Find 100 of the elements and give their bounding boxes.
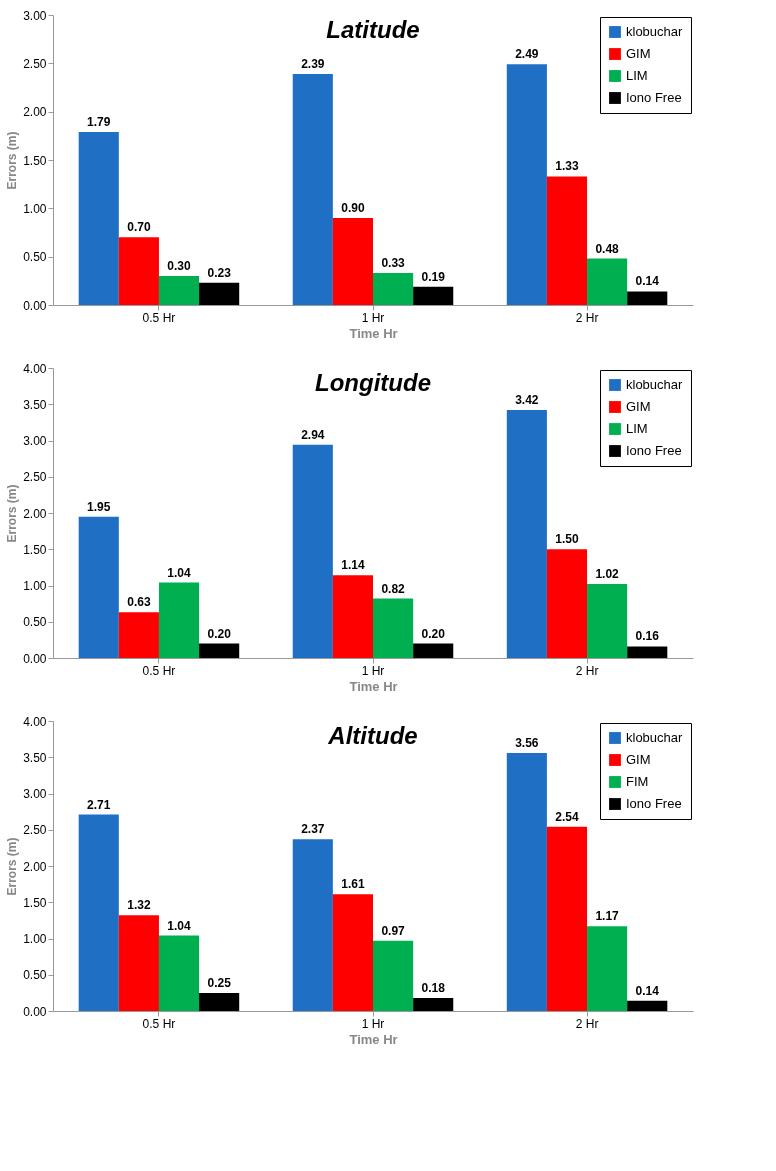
data-label: 2.54 bbox=[555, 809, 579, 824]
data-label: 1.32 bbox=[127, 898, 151, 913]
data-label: 0.16 bbox=[635, 629, 660, 644]
y-tick-label: 4.00 bbox=[23, 714, 47, 729]
data-label: 2.39 bbox=[301, 56, 325, 71]
y-tick-label: 3.50 bbox=[23, 750, 47, 765]
bar bbox=[332, 218, 373, 305]
data-label: 0.23 bbox=[207, 265, 232, 280]
y-tick-label: 1.50 bbox=[23, 895, 47, 910]
data-label: 1.04 bbox=[167, 565, 192, 580]
x-tick-label: 0.5 Hr bbox=[142, 310, 176, 325]
legend-label: Iono Free bbox=[626, 90, 682, 105]
data-label: 0.70 bbox=[127, 220, 151, 235]
data-label: 2.37 bbox=[301, 822, 325, 837]
bar bbox=[413, 286, 454, 305]
bar bbox=[78, 131, 119, 305]
bar bbox=[332, 575, 373, 658]
chart-title: Latitude bbox=[326, 16, 420, 43]
data-label: 0.14 bbox=[635, 983, 660, 998]
y-tick-label: 0.50 bbox=[23, 968, 47, 983]
y-tick-label: 3.00 bbox=[23, 434, 47, 448]
data-label: 0.33 bbox=[381, 256, 406, 271]
legend-label: LIM bbox=[626, 421, 648, 436]
y-tick-label: 0.00 bbox=[23, 1004, 47, 1019]
bar bbox=[292, 839, 333, 1011]
data-label: 1.79 bbox=[87, 114, 111, 129]
bar bbox=[546, 176, 588, 305]
x-axis-title: Time Hr bbox=[349, 1031, 398, 1047]
bar bbox=[158, 935, 200, 1011]
y-axis-title: Errors (m) bbox=[5, 484, 20, 543]
legend-label: GIM bbox=[626, 46, 651, 61]
data-label: 1.14 bbox=[341, 558, 365, 573]
x-tick-label: 2 Hr bbox=[575, 1016, 599, 1031]
y-tick-label: 0.50 bbox=[23, 615, 47, 630]
y-tick-label: 1.50 bbox=[23, 153, 47, 168]
bar bbox=[546, 826, 588, 1011]
data-label: 1.02 bbox=[595, 567, 620, 582]
x-tick-label: 0.5 Hr bbox=[142, 663, 176, 678]
bar bbox=[78, 814, 119, 1011]
bar bbox=[292, 73, 333, 305]
legend-label: klobuchar bbox=[626, 377, 684, 392]
data-label: 0.30 bbox=[167, 259, 192, 273]
y-tick-label: 2.00 bbox=[23, 506, 47, 521]
legend-label: klobuchar bbox=[626, 730, 684, 745]
bar bbox=[118, 237, 159, 305]
data-label: 0.63 bbox=[127, 595, 151, 610]
legend-label: LIM bbox=[626, 68, 648, 83]
y-tick-label: 4.00 bbox=[23, 361, 47, 376]
data-label: 0.19 bbox=[421, 269, 446, 284]
y-tick-label: 1.00 bbox=[23, 201, 47, 216]
bar bbox=[373, 598, 414, 658]
bar bbox=[627, 1000, 668, 1011]
bar bbox=[587, 926, 628, 1011]
y-tick-label: 2.50 bbox=[23, 470, 47, 485]
y-tick-label: 2.50 bbox=[23, 823, 47, 838]
data-label: 3.42 bbox=[515, 393, 539, 408]
legend-label: klobuchar bbox=[626, 24, 684, 39]
data-label: 0.82 bbox=[381, 581, 406, 596]
bar bbox=[78, 516, 119, 658]
y-tick-label: 1.00 bbox=[23, 932, 47, 946]
data-label: 2.71 bbox=[87, 797, 111, 812]
x-tick-label: 0.5 Hr bbox=[142, 1016, 176, 1031]
y-tick-label: 3.50 bbox=[23, 397, 47, 412]
y-tick-label: 2.00 bbox=[23, 105, 47, 120]
x-tick-label: 2 Hr bbox=[575, 310, 599, 325]
bar bbox=[413, 643, 454, 658]
bar bbox=[627, 646, 668, 658]
data-label: 1.95 bbox=[87, 499, 111, 514]
bar bbox=[199, 643, 240, 658]
data-label: 2.49 bbox=[515, 47, 539, 62]
y-axis-title: Errors (m) bbox=[5, 131, 20, 190]
y-tick-label: 3.00 bbox=[23, 8, 47, 23]
bar bbox=[292, 444, 333, 658]
bar bbox=[506, 64, 547, 305]
bar bbox=[118, 612, 159, 658]
x-tick-label: 1 Hr bbox=[361, 310, 385, 325]
legend-label: FIM bbox=[626, 774, 649, 789]
data-label: 0.18 bbox=[421, 980, 446, 995]
data-label: 1.17 bbox=[595, 909, 620, 924]
bar bbox=[199, 992, 240, 1011]
bar bbox=[506, 410, 547, 658]
legend-label: GIM bbox=[626, 752, 651, 767]
x-tick-label: 1 Hr bbox=[361, 1016, 385, 1031]
bar bbox=[506, 752, 547, 1011]
data-label: 1.04 bbox=[167, 918, 192, 933]
y-tick-label: 0.00 bbox=[23, 651, 47, 666]
x-tick-label: 2 Hr bbox=[575, 663, 599, 678]
data-label: 0.25 bbox=[207, 975, 232, 990]
data-label: 0.90 bbox=[341, 201, 365, 215]
bar bbox=[158, 582, 200, 658]
x-tick-label: 1 Hr bbox=[361, 663, 385, 678]
y-axis-title: Errors (m) bbox=[5, 837, 20, 896]
bar bbox=[158, 276, 200, 305]
legend-label: GIM bbox=[626, 399, 651, 414]
data-label: 1.61 bbox=[341, 877, 365, 892]
data-label: 0.48 bbox=[595, 241, 620, 256]
bar bbox=[587, 258, 628, 305]
data-label: 2.94 bbox=[301, 427, 325, 442]
y-tick-label: 1.00 bbox=[23, 579, 47, 593]
data-label: 1.33 bbox=[555, 159, 579, 174]
